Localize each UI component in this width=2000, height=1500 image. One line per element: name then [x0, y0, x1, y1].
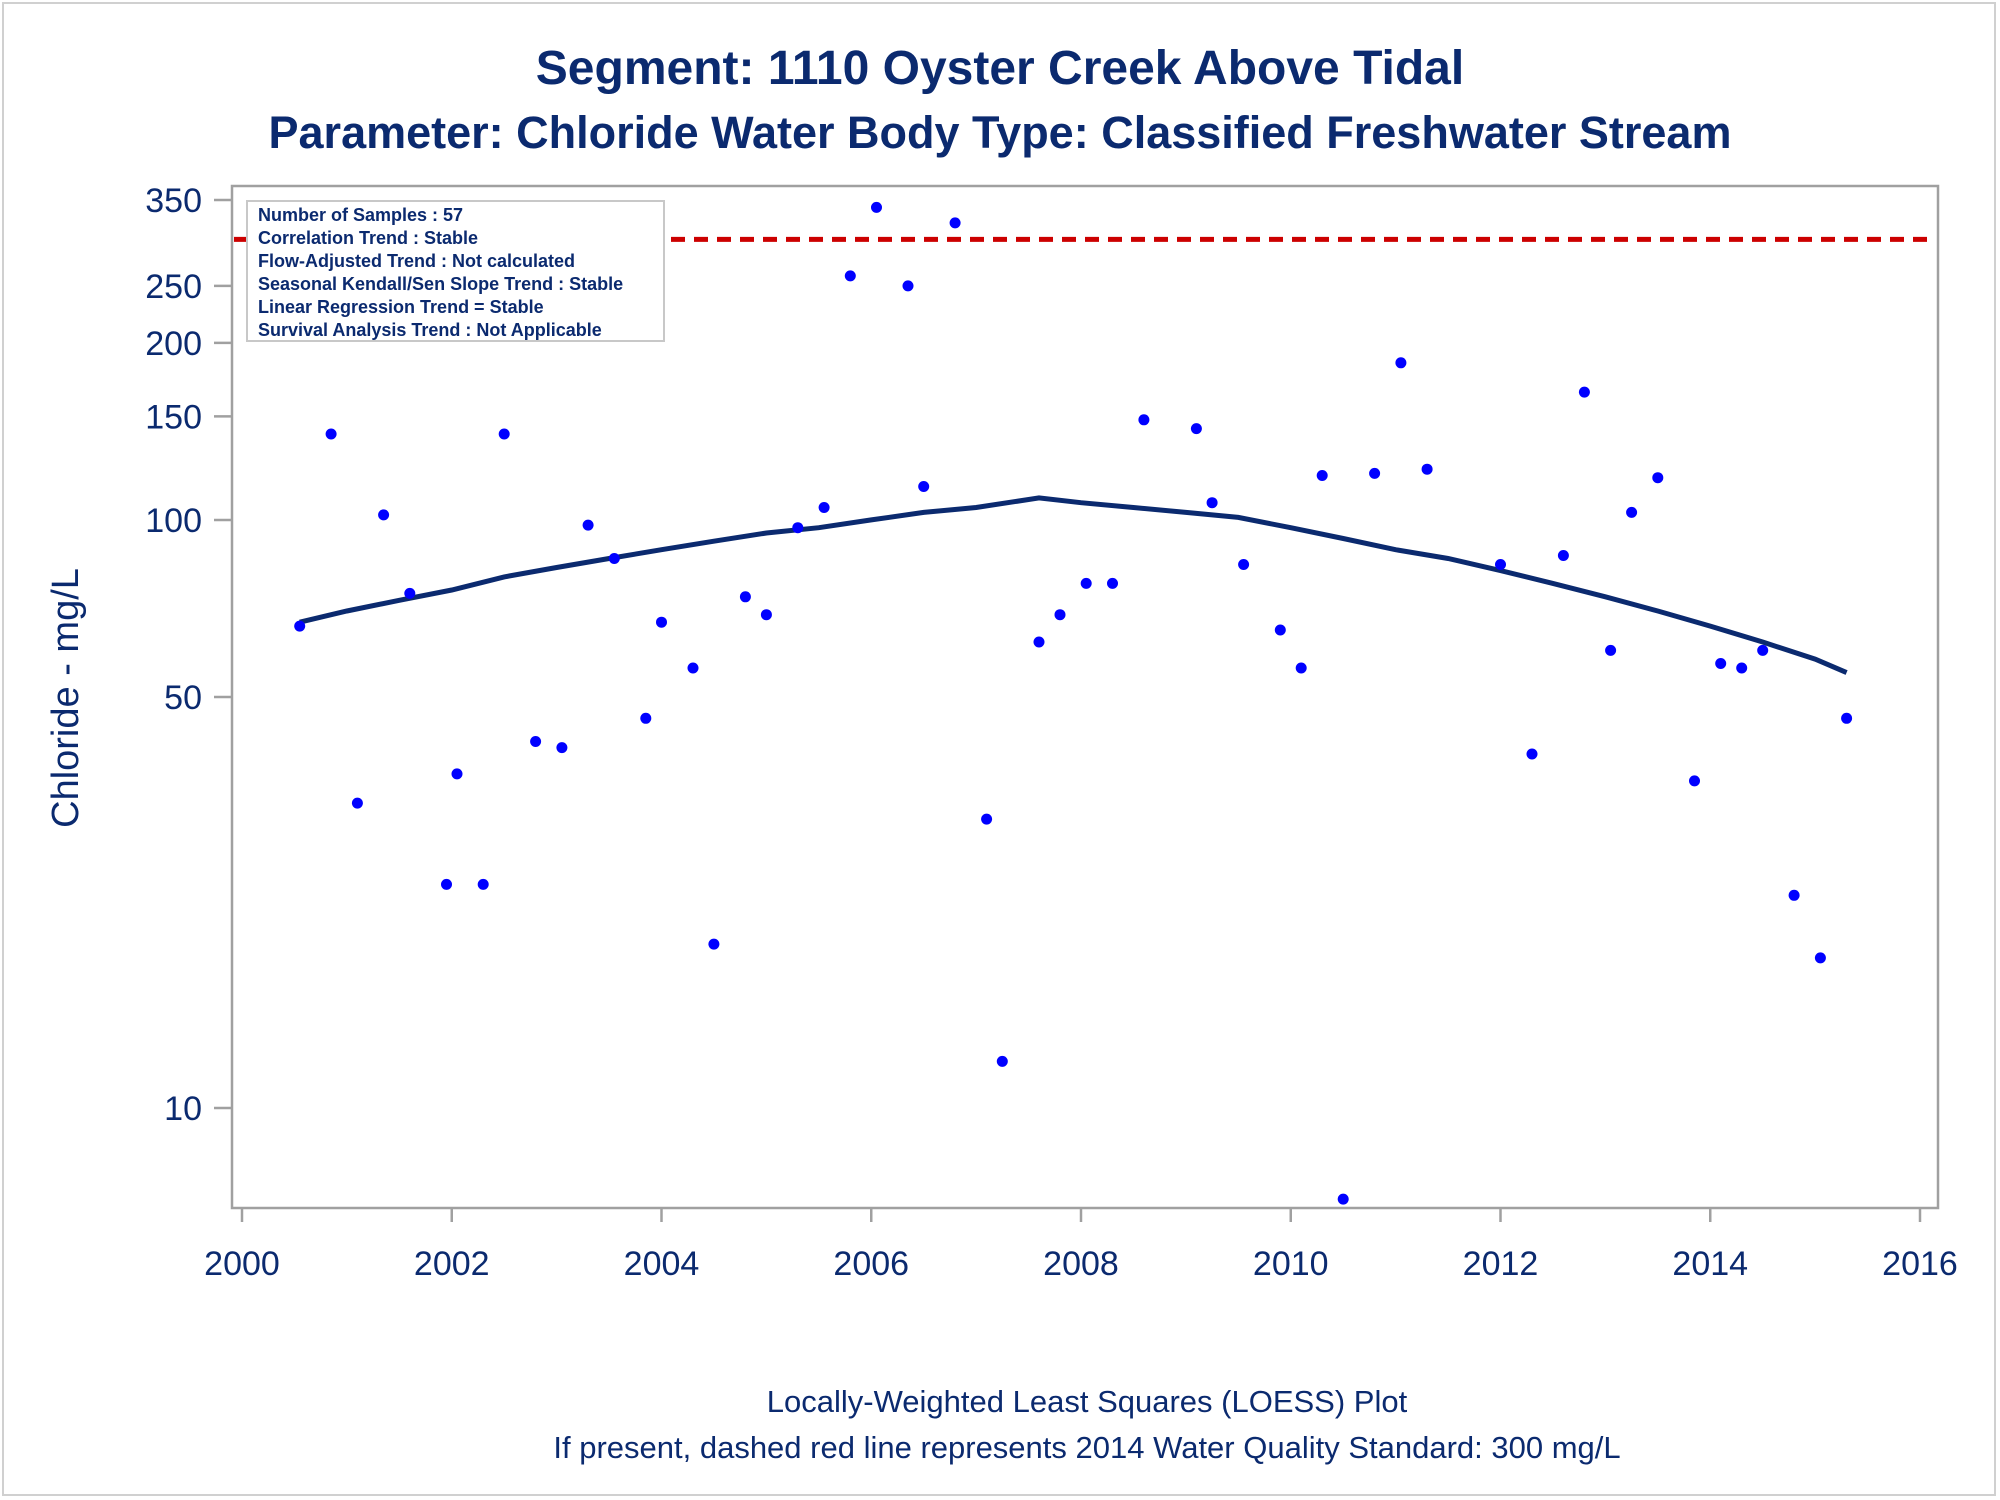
data-point: [1757, 644, 1769, 656]
stats-box: Number of Samples : 57 Correlation Trend…: [246, 200, 665, 342]
x-tick-label: 2002: [414, 1245, 490, 1283]
data-point: [1814, 952, 1826, 964]
data-point: [739, 591, 751, 603]
data-point: [844, 270, 856, 282]
data-point: [1337, 1193, 1349, 1205]
x-axis: 2000 2002 2004 2006 2008 2010 2012 2014 2016: [204, 1208, 1958, 1283]
data-point: [1206, 497, 1218, 509]
data-point: [1054, 609, 1066, 621]
stat-line: Flow-Adjusted Trend : Not calculated: [258, 251, 575, 271]
stat-line: Survival Analysis Trend : Not Applicable: [258, 320, 602, 340]
data-point: [530, 736, 542, 747]
data-point: [687, 662, 699, 674]
y-tick-label: 250: [145, 268, 202, 306]
data-point: [1495, 559, 1506, 570]
footnote-standard: If present, dashed red line represents 2…: [553, 1430, 1620, 1465]
stat-line: Number of Samples : 57: [258, 205, 463, 225]
x-tick-label: 2014: [1672, 1245, 1748, 1283]
data-point: [1274, 624, 1286, 636]
data-point: [1788, 889, 1800, 901]
y-tick-label: 10: [164, 1090, 202, 1128]
data-point: [325, 428, 337, 440]
data-point: [1295, 662, 1307, 674]
data-point: [1578, 386, 1590, 398]
data-point: [1626, 506, 1638, 518]
data-point: [1421, 463, 1433, 475]
data-point: [582, 519, 594, 531]
data-point: [760, 609, 772, 621]
x-tick-label: 2010: [1253, 1245, 1329, 1283]
data-point: [1557, 550, 1569, 561]
data-point: [640, 712, 652, 724]
x-tick-label: 2016: [1882, 1245, 1958, 1283]
chart-subtitle: Parameter: Chloride Water Body Type: Cla…: [269, 107, 1732, 158]
data-point: [1652, 472, 1664, 484]
data-point: [902, 280, 914, 292]
x-tick-label: 2008: [1043, 1245, 1119, 1283]
x-tick-label: 2004: [624, 1245, 700, 1283]
data-point: [451, 768, 463, 780]
data-point: [871, 201, 882, 213]
stat-line: Seasonal Kendall/Sen Slope Trend : Stabl…: [258, 274, 623, 294]
data-point: [1369, 467, 1381, 479]
data-point: [818, 502, 830, 513]
data-point: [656, 616, 667, 628]
data-point: [351, 797, 363, 809]
stat-line: Linear Regression Trend = Stable: [258, 297, 544, 317]
data-point: [1841, 712, 1853, 724]
data-point: [1526, 748, 1538, 760]
data-point: [1395, 357, 1407, 369]
data-point: [1238, 559, 1250, 570]
data-point: [792, 522, 804, 534]
data-point: [1138, 414, 1150, 426]
data-point: [608, 553, 620, 564]
data-point: [918, 481, 930, 492]
footnote-method: Locally-Weighted Least Squares (LOESS) P…: [767, 1384, 1408, 1419]
y-axis-label: Chloride - mg/L: [45, 568, 87, 828]
sample-points: [294, 201, 1853, 1205]
data-point: [1190, 423, 1202, 435]
data-point: [498, 428, 510, 440]
data-point: [1689, 775, 1700, 787]
stat-line: Correlation Trend : Stable: [258, 228, 478, 248]
chart-title: Segment: 1110 Oyster Creek Above Tidal: [536, 42, 1464, 95]
data-point: [378, 509, 390, 521]
y-tick-label: 200: [145, 325, 202, 363]
x-tick-label: 2006: [833, 1245, 909, 1283]
data-point: [1316, 470, 1328, 481]
loess-curve: [299, 495, 1848, 675]
x-tick-label: 2012: [1463, 1245, 1539, 1283]
data-point: [708, 938, 720, 950]
data-point: [981, 813, 993, 825]
y-axis: 10 50 100 150 200 250 350: [145, 182, 232, 1128]
data-point: [1033, 636, 1045, 648]
data-point: [996, 1055, 1008, 1067]
y-tick-label: 50: [164, 679, 202, 717]
data-point: [1715, 658, 1727, 669]
data-point: [1605, 644, 1617, 656]
stats-box-border: [246, 200, 665, 342]
data-point: [1736, 662, 1748, 674]
y-tick-label: 150: [145, 398, 202, 436]
data-point: [1107, 577, 1118, 589]
data-point: [294, 620, 306, 632]
data-point: [1080, 577, 1092, 589]
data-point: [477, 878, 489, 890]
data-point: [556, 742, 568, 754]
x-tick-label: 2000: [204, 1245, 280, 1283]
data-point: [949, 217, 961, 229]
y-tick-label: 350: [145, 182, 202, 220]
data-point: [441, 878, 452, 890]
data-point: [404, 587, 416, 599]
y-tick-label: 100: [145, 502, 202, 540]
